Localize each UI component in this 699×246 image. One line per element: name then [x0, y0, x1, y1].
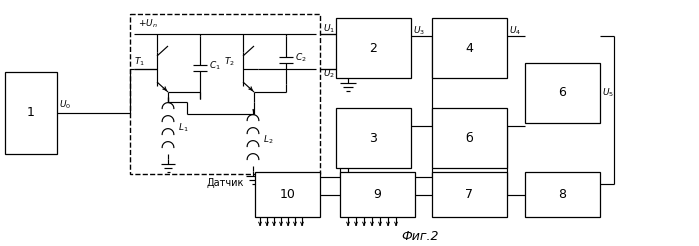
Bar	[255, 172, 320, 217]
Text: Фиг.2: Фиг.2	[401, 230, 439, 243]
Text: 7: 7	[466, 188, 473, 201]
Text: 4: 4	[466, 42, 473, 55]
Text: $U_3$: $U_3$	[413, 25, 425, 37]
Bar	[525, 172, 600, 217]
Text: $U_2$: $U_2$	[323, 68, 335, 80]
Text: $U_5$: $U_5$	[602, 87, 614, 99]
Text: $C_2$: $C_2$	[295, 52, 307, 64]
Text: $U_4$: $U_4$	[509, 25, 521, 37]
Bar	[5, 72, 57, 154]
Text: $U_0$: $U_0$	[59, 99, 71, 111]
Text: 8: 8	[559, 188, 566, 201]
Bar	[525, 63, 600, 123]
Bar	[336, 108, 411, 168]
Text: $U_1$: $U_1$	[323, 23, 335, 35]
Text: б: б	[466, 132, 473, 144]
Text: 2: 2	[370, 42, 377, 55]
Bar	[336, 18, 411, 78]
Text: 6: 6	[559, 87, 566, 99]
Text: $+U_n$: $+U_n$	[138, 18, 158, 30]
Bar	[432, 108, 507, 168]
Text: Датчик: Датчик	[206, 178, 244, 188]
Text: 3: 3	[370, 132, 377, 144]
Bar	[432, 172, 507, 217]
Text: 9: 9	[373, 188, 382, 201]
Text: $T_1$: $T_1$	[134, 56, 145, 68]
Bar	[130, 14, 320, 174]
Text: $L_2$: $L_2$	[263, 134, 273, 146]
Text: $C_1$: $C_1$	[209, 60, 221, 72]
Bar	[340, 172, 415, 217]
Text: 1: 1	[27, 107, 35, 120]
Bar	[432, 18, 507, 78]
Text: 10: 10	[280, 188, 296, 201]
Text: $T_2$: $T_2$	[224, 56, 234, 68]
Text: $L_1$: $L_1$	[178, 122, 189, 134]
